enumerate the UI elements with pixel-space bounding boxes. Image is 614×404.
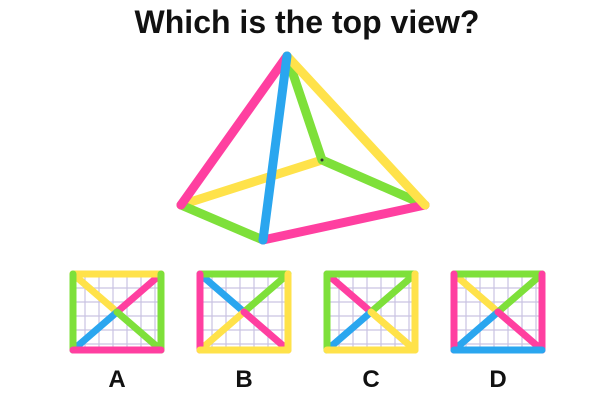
pyramid-rod-apex-back (282, 51, 327, 165)
pyramid-rod-back-right (317, 155, 430, 210)
option-d-label[interactable]: D (489, 366, 507, 393)
option-b-figure[interactable] (192, 266, 296, 360)
option-d-figure[interactable] (446, 266, 550, 360)
option-a-figure[interactable] (65, 266, 169, 360)
pyramid-rod-apex-left (176, 51, 292, 210)
pyramid-rod-front-right (258, 200, 430, 245)
pyramid-rod-back-left (176, 155, 327, 210)
option-c-label[interactable]: C (362, 366, 380, 393)
option-b-label[interactable]: B (235, 366, 253, 393)
question-title: Which is the top view? (134, 4, 480, 40)
pyramid-rod-apex-right (282, 51, 430, 210)
option-a-label[interactable]: A (108, 366, 126, 393)
option-c-figure[interactable] (319, 266, 423, 360)
pyramid-rod-apex-front (258, 51, 292, 245)
pyramid-rod-front-left (176, 200, 268, 245)
pyramid-center-dot (320, 158, 324, 162)
